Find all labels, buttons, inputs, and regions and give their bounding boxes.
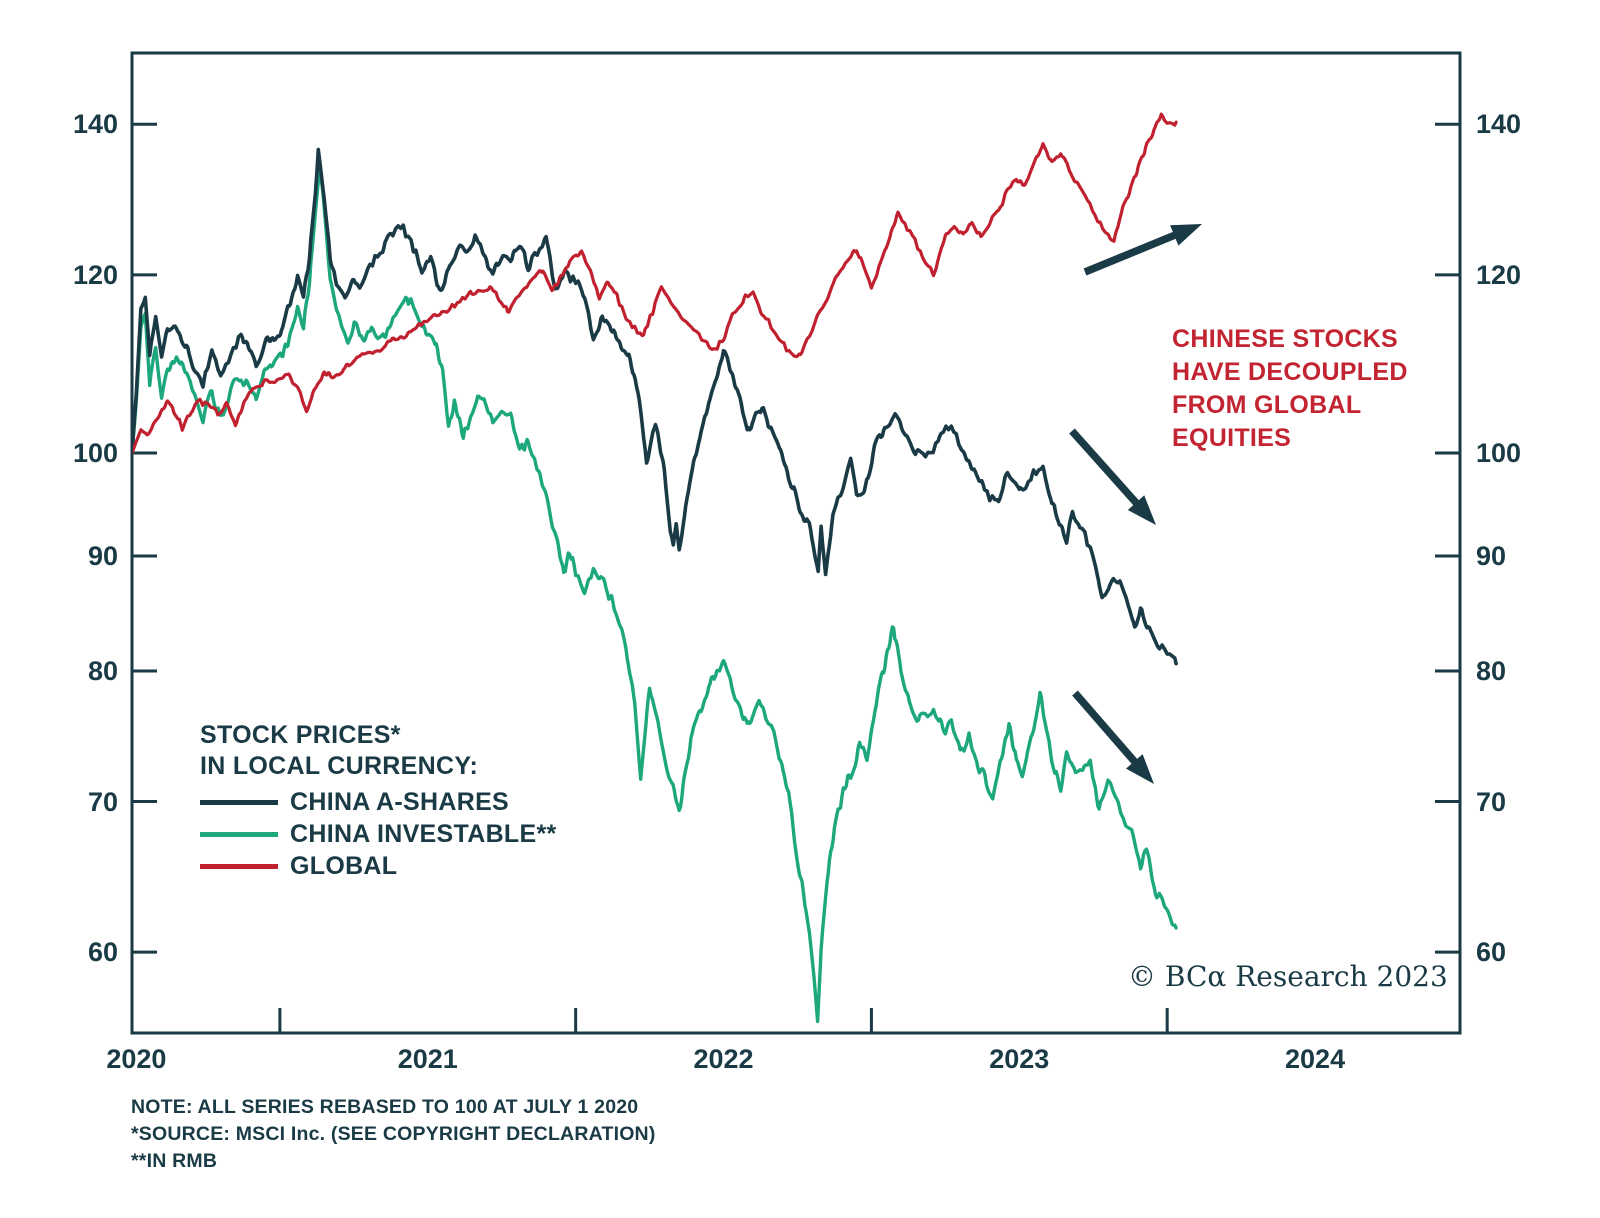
- legend-item-global: GLOBAL: [200, 850, 557, 882]
- series-line-global: [133, 112, 1178, 455]
- series-line-china-a-shares: [133, 147, 1178, 666]
- legend-swatch-china-a-shares: [200, 799, 278, 805]
- trend-arrow-shaft-3: [1072, 690, 1147, 775]
- legend-swatch-china-investable: [200, 831, 278, 837]
- trend-arrow-shaft-2: [1069, 428, 1149, 516]
- footnote-rmb: **IN RMB: [131, 1150, 218, 1172]
- annotation-line: CHINESE STOCKS: [1172, 325, 1399, 353]
- legend-label-china-investable: CHINA INVESTABLE**: [290, 819, 557, 848]
- legend-item-china-investable: CHINA INVESTABLE**: [200, 818, 557, 850]
- annotation-line: EQUITIES: [1172, 424, 1292, 452]
- annotation-line: FROM GLOBAL: [1172, 391, 1362, 419]
- trend-arrow-head-1: [1170, 224, 1202, 246]
- legend-item-china-a-shares: CHINA A-SHARES: [200, 786, 557, 818]
- copyright-text: © BCα Research 2023: [1128, 960, 1448, 993]
- plot-frame: [130, 51, 1462, 1035]
- legend: STOCK PRICES* IN LOCAL CURRENCY: CHINA A…: [200, 720, 557, 882]
- legend-title-line2: IN LOCAL CURRENCY:: [200, 752, 479, 780]
- series-line-china-investable: [133, 162, 1178, 1024]
- legend-label-global: GLOBAL: [290, 851, 398, 880]
- trend-arrow-head-2: [1127, 495, 1156, 525]
- trend-arrow-head-3: [1126, 754, 1154, 784]
- legend-title-line1: STOCK PRICES*: [200, 721, 401, 749]
- trend-arrow-shaft-1: [1083, 226, 1189, 276]
- footnotes: NOTE: ALL SERIES REBASED TO 100 AT JULY …: [131, 1094, 656, 1175]
- legend-swatch-global: [200, 863, 278, 869]
- footnote-source: *SOURCE: MSCI Inc. (SEE COPYRIGHT DECLAR…: [131, 1123, 656, 1145]
- footnote-rebase: NOTE: ALL SERIES REBASED TO 100 AT JULY …: [131, 1096, 639, 1118]
- annotation-line: HAVE DECOUPLED: [1172, 358, 1408, 386]
- annotation-text: CHINESE STOCKS HAVE DECOUPLED FROM GLOBA…: [1172, 323, 1408, 455]
- legend-label-china-a-shares: CHINA A-SHARES: [290, 787, 510, 816]
